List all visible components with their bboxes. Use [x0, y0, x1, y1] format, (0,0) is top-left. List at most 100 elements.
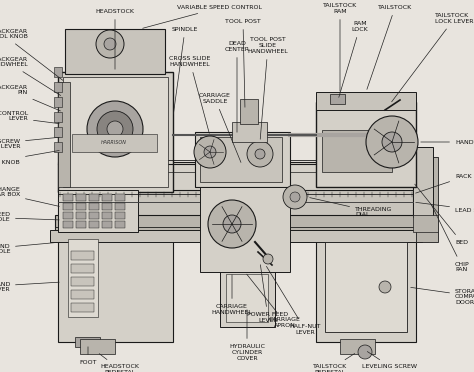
Bar [76, 203, 86, 210]
Circle shape [104, 38, 116, 50]
Bar [115, 221, 125, 228]
Circle shape [263, 254, 273, 264]
Bar [80, 339, 115, 354]
Text: FOOT: FOOT [79, 347, 97, 365]
Text: BACKGEAR
PIN: BACKGEAR PIN [0, 84, 61, 111]
Circle shape [96, 30, 124, 58]
Bar [58, 190, 138, 232]
Bar [340, 339, 375, 354]
Bar [72, 134, 157, 152]
Text: HYDRAULIC
CYLINDER
COVER: HYDRAULIC CYLINDER COVER [229, 310, 265, 360]
Bar [63, 77, 168, 187]
Circle shape [223, 215, 241, 233]
Bar [54, 82, 62, 92]
Text: RAM
LOCK: RAM LOCK [339, 21, 368, 97]
Bar [76, 221, 86, 228]
Text: MOTOR AND
GEAR TRAIN COVER: MOTOR AND GEAR TRAIN COVER [0, 282, 59, 292]
Bar [54, 142, 62, 152]
Bar [65, 29, 165, 74]
Bar [115, 194, 125, 201]
Bar [55, 215, 415, 232]
Bar [58, 82, 70, 187]
Text: TAILSTOCK
RAM: TAILSTOCK RAM [323, 3, 357, 91]
Bar [89, 203, 99, 210]
Bar [232, 122, 267, 142]
Bar [76, 194, 86, 201]
Bar [115, 212, 125, 219]
Circle shape [107, 121, 123, 137]
Text: HEADSTOCK
PEDESTAL: HEADSTOCK PEDESTAL [99, 354, 139, 372]
Bar [330, 94, 345, 104]
Text: CARRIAGE
SADDLE: CARRIAGE SADDLE [199, 93, 241, 163]
Bar [71, 264, 94, 273]
Bar [55, 227, 417, 235]
Circle shape [194, 136, 226, 168]
Circle shape [290, 192, 300, 202]
Bar [68, 239, 98, 317]
Text: POWER FEED
LEVER: POWER FEED LEVER [247, 265, 289, 323]
Bar [115, 203, 125, 210]
Bar [102, 221, 112, 228]
Bar [89, 221, 99, 228]
Bar [58, 230, 173, 342]
Text: HALF-NUT
LEVER: HALF-NUT LEVER [266, 266, 321, 335]
Bar [226, 274, 268, 322]
Text: TAILSTOCK
LOCK LEVER: TAILSTOCK LOCK LEVER [392, 13, 474, 102]
Bar [75, 337, 100, 347]
Text: LEAD SCREW
DIRECTION LEVER: LEAD SCREW DIRECTION LEVER [0, 137, 59, 150]
Bar [200, 187, 290, 272]
Text: RACK: RACK [416, 174, 472, 193]
Text: CARRIAGE
HANDWHEEL: CARRIAGE HANDWHEEL [211, 275, 252, 315]
Bar [71, 303, 94, 312]
Bar [54, 97, 62, 107]
Text: HANDWHEEL: HANDWHEEL [421, 140, 474, 144]
Bar [50, 230, 422, 242]
Bar [63, 203, 73, 210]
Circle shape [87, 101, 143, 157]
Bar [58, 190, 413, 217]
Text: VARIABLE SPEED CONTROL: VARIABLE SPEED CONTROL [143, 5, 263, 28]
Text: SPINDLE: SPINDLE [172, 27, 198, 114]
Text: SELECTOR KNOB: SELECTOR KNOB [0, 151, 59, 164]
Bar [316, 102, 416, 187]
Text: BACKGEAR
HANDWHEEL: BACKGEAR HANDWHEEL [0, 57, 61, 96]
Text: MOTOR CONTROL
LEVER: MOTOR CONTROL LEVER [0, 110, 59, 124]
Text: TOOL POST
SLIDE
HANDWHEEL: TOOL POST SLIDE HANDWHEEL [247, 38, 288, 139]
Bar [71, 290, 94, 299]
Bar [76, 212, 86, 219]
Bar [413, 147, 433, 217]
Bar [54, 112, 62, 122]
Text: CARRIAGE
APRON: CARRIAGE APRON [247, 274, 301, 328]
Text: DEAD
CENTER: DEAD CENTER [225, 41, 249, 132]
Bar [195, 132, 290, 187]
Bar [63, 221, 73, 228]
Text: QUICK CHANGE
GEAR BOX: QUICK CHANGE GEAR BOX [0, 187, 59, 206]
Bar [58, 162, 413, 192]
Circle shape [204, 146, 216, 158]
Bar [71, 251, 94, 260]
Bar [316, 230, 416, 342]
Bar [63, 194, 73, 201]
Circle shape [358, 345, 372, 359]
Bar [316, 92, 416, 110]
Circle shape [255, 149, 265, 159]
Bar [89, 194, 99, 201]
Text: HARRISON: HARRISON [101, 141, 127, 145]
Circle shape [366, 116, 418, 168]
Text: TOOL POST: TOOL POST [225, 19, 261, 107]
Text: LEVELING SCREW: LEVELING SCREW [363, 352, 418, 369]
Circle shape [379, 281, 391, 293]
Bar [240, 99, 258, 124]
Bar [89, 212, 99, 219]
Bar [102, 212, 112, 219]
Bar [220, 269, 275, 327]
Text: CROSS SLIDE
HANDWHEEL: CROSS SLIDE HANDWHEEL [169, 56, 210, 133]
Circle shape [382, 132, 402, 152]
Text: HEADSTOCK: HEADSTOCK [95, 9, 135, 69]
Text: BED: BED [415, 184, 468, 244]
Bar [102, 194, 112, 201]
Bar [58, 72, 173, 192]
Text: CHIP
PAN: CHIP PAN [431, 205, 470, 272]
Text: THREADING
DIAL: THREADING DIAL [310, 198, 392, 217]
Circle shape [283, 185, 307, 209]
